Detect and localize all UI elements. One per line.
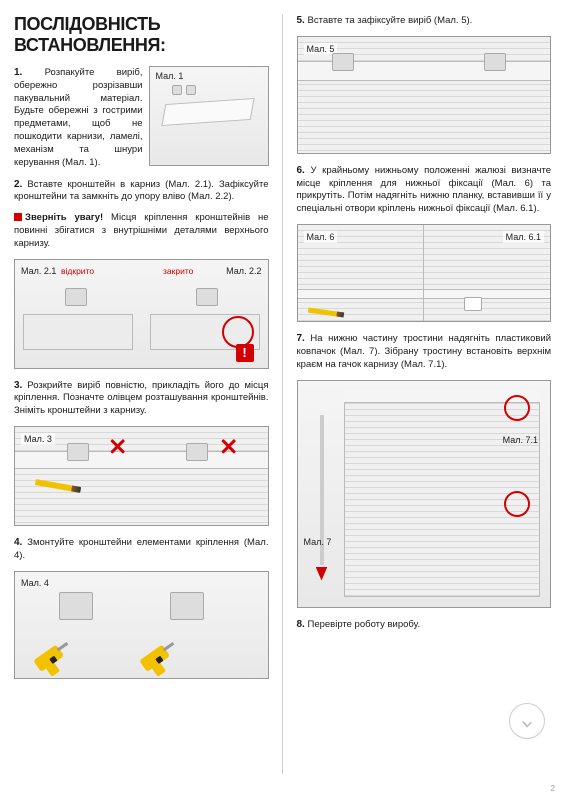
pencil-icon bbox=[35, 479, 81, 493]
step-8-num: 8. bbox=[297, 619, 305, 630]
figure-2-open-label: відкрито bbox=[61, 266, 94, 276]
figure-1-label: Мал. 1 bbox=[156, 71, 184, 81]
figure-6-panel: Мал. 6 bbox=[298, 225, 425, 321]
figure-4: Мал. 4 bbox=[14, 571, 269, 679]
figure-21-label: Мал. 2.1 bbox=[21, 266, 56, 276]
figure-7-label: Мал. 7 bbox=[304, 537, 332, 547]
step-5-num: 5. bbox=[297, 15, 305, 26]
step-7-body: На нижню частину тростини надягніть плас… bbox=[297, 333, 552, 370]
figure-2-closed-label: закрито bbox=[163, 266, 193, 276]
figure-71-label: Мал. 7.1 bbox=[503, 435, 538, 445]
wand-cap-icon bbox=[316, 567, 328, 581]
figure-61-label: Мал. 6.1 bbox=[503, 231, 544, 243]
step-7-text: 7. На нижню частину тростини надягніть п… bbox=[297, 332, 552, 371]
page-number: 2 bbox=[551, 784, 555, 793]
next-page-button[interactable] bbox=[509, 703, 545, 739]
step-5-text: 5. Вставте та зафіксуйте виріб (Мал. 5). bbox=[297, 14, 552, 28]
figure-5: Мал. 5 bbox=[297, 36, 552, 154]
right-column: 5. Вставте та зафіксуйте виріб (Мал. 5).… bbox=[283, 0, 565, 799]
step-4-num: 4. bbox=[14, 537, 22, 548]
step-2-num: 2. bbox=[14, 179, 22, 190]
bracket-closed-icon bbox=[196, 288, 218, 306]
blind-rail-illustration bbox=[161, 98, 254, 126]
step-8-body: Перевірте роботу виробу. bbox=[307, 619, 420, 630]
step-8-text: 8. Перевірте роботу виробу. bbox=[297, 618, 552, 632]
alert-circle-icon bbox=[222, 316, 254, 348]
highlight-71a-icon bbox=[504, 395, 530, 421]
bracket-3a-icon bbox=[67, 443, 89, 461]
step-3-body: Розкрийте виріб повністю, прикладіть йог… bbox=[14, 380, 269, 417]
figure-4-label: Мал. 4 bbox=[21, 578, 49, 588]
bracket-4b-icon bbox=[170, 592, 204, 620]
step-1-body: Розпакуйте виріб, обережно розрізавши па… bbox=[14, 67, 143, 168]
drill-2-icon bbox=[131, 626, 187, 682]
step-7-num: 7. bbox=[297, 333, 305, 344]
bracket-5b-icon bbox=[484, 53, 506, 71]
figure-6: Мал. 6 Мал. 6.1 bbox=[297, 224, 552, 322]
page-title: ПОСЛІДОВНІСТЬ ВСТАНОВЛЕННЯ: bbox=[14, 14, 269, 56]
bracket-4a-icon bbox=[59, 592, 93, 620]
step-1-block: Мал. 1 1. Розпакуйте виріб, обережно роз… bbox=[14, 66, 269, 178]
figure-3: Мал. 3 bbox=[14, 426, 269, 526]
step-3-text: 3. Розкрийте виріб повністю, прикладіть … bbox=[14, 379, 269, 418]
step-6-num: 6. bbox=[297, 165, 305, 176]
bracket-open-icon bbox=[65, 288, 87, 306]
left-column: ПОСЛІДОВНІСТЬ ВСТАНОВЛЕННЯ: Мал. 1 1. Ро… bbox=[0, 0, 283, 799]
step-1-num: 1. bbox=[14, 67, 22, 78]
figure-61-panel: Мал. 6.1 bbox=[424, 225, 550, 321]
figure-2: Мал. 2.1 відкрито закрито Мал. 2.2 ! bbox=[14, 259, 269, 369]
warning-label: Зверніть увагу! bbox=[25, 212, 103, 223]
step-2-text: 2. Вставте кронштейн в карниз (Мал. 2.1)… bbox=[14, 178, 269, 205]
rail-2-1 bbox=[23, 314, 133, 350]
step-4-text: 4. Змонтуйте кронштейни елементами кріпл… bbox=[14, 536, 269, 563]
highlight-71b-icon bbox=[504, 491, 530, 517]
components-icon bbox=[172, 85, 212, 97]
clip-61-icon bbox=[464, 297, 482, 311]
step-5-body: Вставте та зафіксуйте виріб (Мал. 5). bbox=[307, 15, 472, 26]
figure-22-label: Мал. 2.2 bbox=[226, 266, 261, 276]
step-6-text: 6. У крайньому нижньому положенні жалюзі… bbox=[297, 164, 552, 216]
figure-6-label: Мал. 6 bbox=[304, 231, 338, 243]
bottom-rail-6 bbox=[298, 289, 424, 299]
step-3-num: 3. bbox=[14, 380, 22, 391]
figure-3-label: Мал. 3 bbox=[21, 433, 55, 445]
arrow-down-icon bbox=[518, 712, 536, 730]
figure-1: Мал. 1 bbox=[149, 66, 269, 166]
bracket-3b-icon bbox=[186, 443, 208, 461]
bracket-5a-icon bbox=[332, 53, 354, 71]
bottom-rail-61 bbox=[424, 289, 550, 299]
alert-badge-icon: ! bbox=[236, 344, 254, 362]
step-2-body: Вставте кронштейн в карниз (Мал. 2.1). З… bbox=[14, 179, 269, 203]
step-6-body: У крайньому нижньому положенні жалюзі ви… bbox=[297, 165, 552, 214]
step-4-body: Змонтуйте кронштейни елементами кріпленн… bbox=[14, 537, 269, 561]
step-2-warning: Зверніть увагу! Місця кріплення кронштей… bbox=[14, 212, 269, 250]
figure-7: Мал. 7 Мал. 7.1 bbox=[297, 380, 552, 608]
pencil-6-icon bbox=[307, 308, 343, 318]
drill-1-icon bbox=[25, 626, 81, 682]
warning-square-icon bbox=[14, 213, 22, 221]
